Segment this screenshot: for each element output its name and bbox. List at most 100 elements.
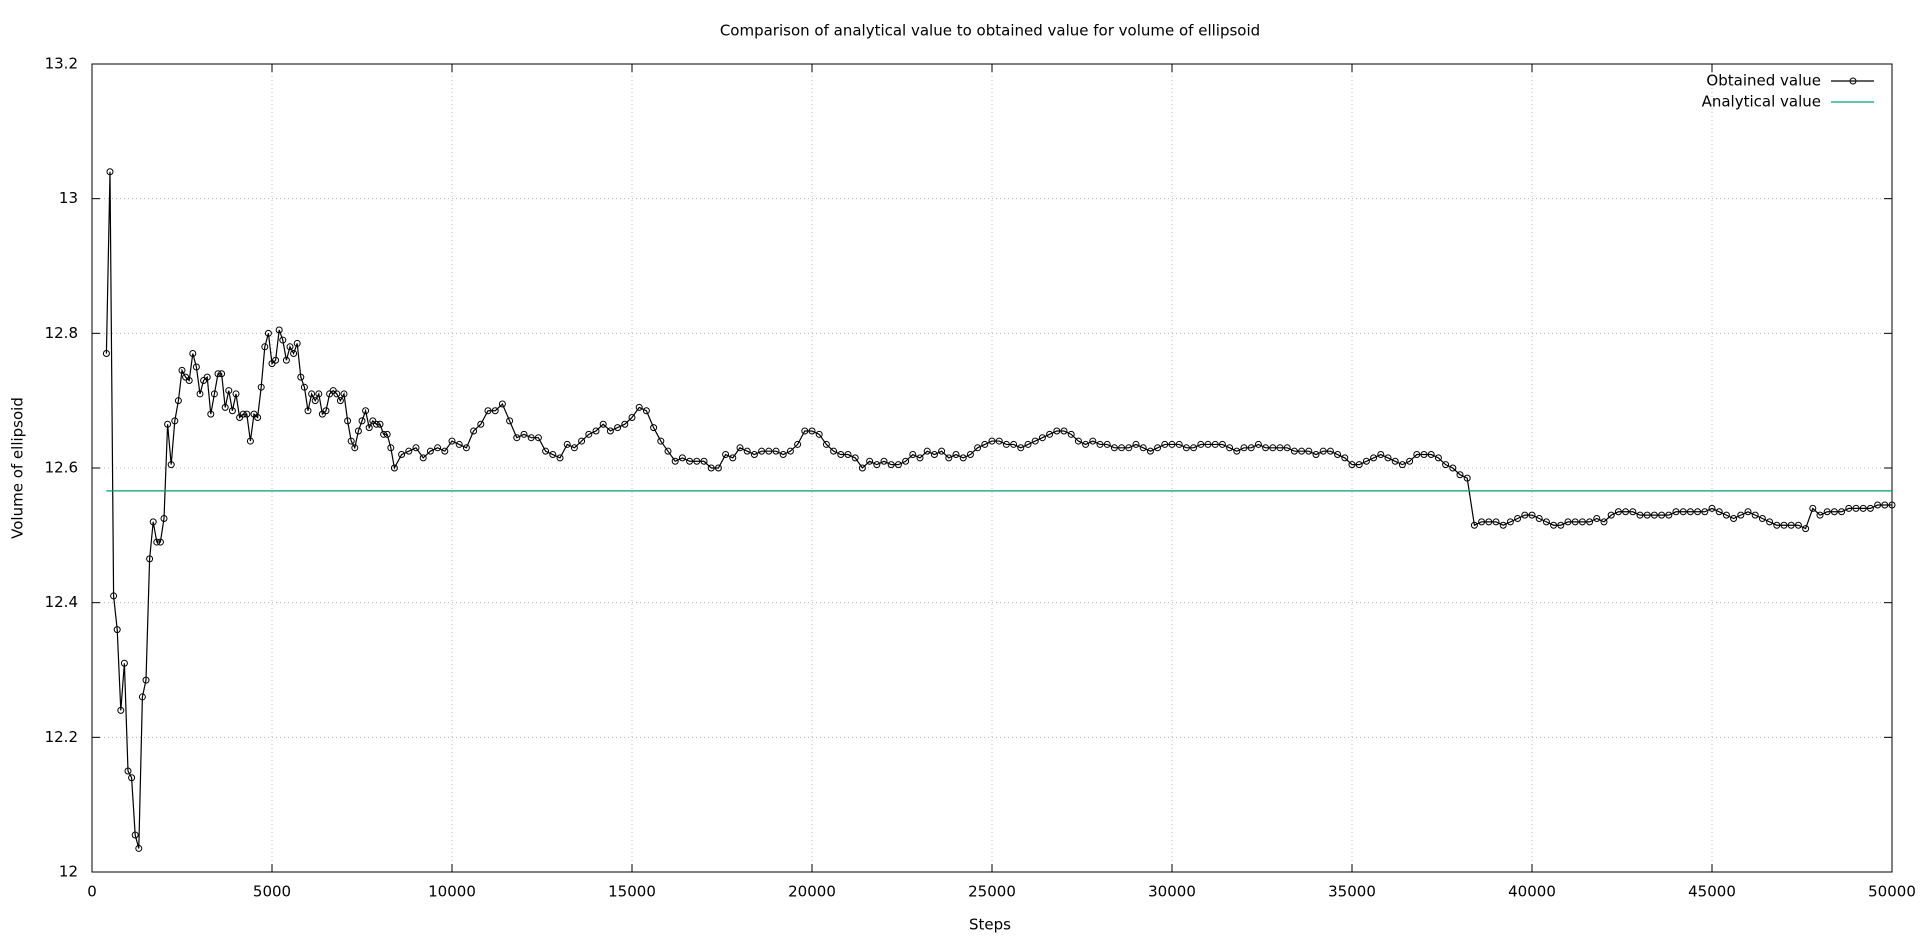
data-point — [214, 370, 222, 378]
data-point — [981, 440, 989, 448]
data-point — [1298, 447, 1306, 455]
data-point — [1218, 440, 1226, 448]
data-point — [851, 454, 859, 462]
data-point — [426, 447, 434, 455]
data-point — [279, 336, 287, 344]
y-axis-label: Volume of ellipsoid — [9, 397, 27, 539]
data-point — [858, 464, 866, 472]
data-point — [1600, 518, 1608, 526]
data-point — [822, 440, 830, 448]
data-point — [246, 437, 254, 445]
data-point — [995, 437, 1003, 445]
data-point — [606, 427, 614, 435]
data-point — [952, 451, 960, 459]
chart-title: Comparison of analytical value to obtain… — [720, 22, 1260, 40]
legend-label: Analytical value — [1702, 93, 1821, 111]
data-point — [1334, 451, 1342, 459]
data-point — [1067, 430, 1075, 438]
data-point — [290, 350, 298, 358]
data-point — [1614, 508, 1622, 516]
x-tick-label: 15000 — [608, 883, 656, 901]
data-point — [1132, 440, 1140, 448]
x-tick-label: 5000 — [253, 883, 291, 901]
data-point — [599, 420, 607, 428]
data-point — [1708, 504, 1716, 512]
data-point — [1672, 508, 1680, 516]
data-point — [909, 451, 917, 459]
data-point — [1499, 521, 1507, 529]
legend-label: Obtained value — [1706, 72, 1821, 90]
data-point — [1859, 504, 1867, 512]
data-point — [1607, 511, 1615, 519]
data-point — [174, 397, 182, 405]
data-point — [412, 444, 420, 452]
data-point — [1406, 457, 1414, 465]
data-point — [570, 444, 578, 452]
data-point — [142, 676, 150, 684]
data-point — [815, 430, 823, 438]
x-tick-label: 50000 — [1868, 883, 1916, 901]
data-point — [1312, 451, 1320, 459]
data-point — [527, 434, 535, 442]
data-point — [167, 461, 175, 469]
data-point — [448, 437, 456, 445]
x-tick-label: 45000 — [1688, 883, 1736, 901]
data-point — [135, 844, 143, 852]
data-point — [1125, 444, 1133, 452]
data-point — [1290, 447, 1298, 455]
data-point — [333, 390, 341, 398]
data-point — [945, 454, 953, 462]
data-point — [1046, 430, 1054, 438]
x-tick-label: 25000 — [968, 883, 1016, 901]
x-tick-label: 35000 — [1328, 883, 1376, 901]
data-point — [153, 538, 161, 546]
data-point — [254, 414, 262, 421]
data-point — [1254, 440, 1262, 448]
data-point — [304, 407, 312, 415]
data-point — [1362, 457, 1370, 465]
data-point — [149, 518, 157, 526]
data-point — [1204, 440, 1212, 448]
data-point — [192, 363, 200, 371]
data-point — [722, 451, 730, 459]
data-point — [729, 454, 737, 462]
data-point — [434, 444, 442, 452]
data-point — [635, 403, 643, 411]
data-point — [1110, 444, 1118, 452]
data-point — [513, 434, 521, 442]
data-point — [484, 407, 492, 415]
data-point — [549, 451, 557, 459]
x-axis-label: Steps — [969, 916, 1011, 934]
data-point — [894, 461, 902, 469]
data-point — [779, 451, 787, 459]
data-point — [988, 437, 996, 445]
data-point — [1542, 518, 1550, 526]
data-point — [243, 410, 251, 418]
data-point — [455, 440, 463, 448]
legend-marker — [1849, 77, 1857, 85]
data-point — [365, 424, 373, 432]
data-point — [131, 831, 139, 839]
data-point — [221, 403, 229, 411]
data-point — [1586, 518, 1594, 526]
y-tick-label: 12.2 — [45, 728, 78, 746]
data-point — [1773, 521, 1781, 529]
y-tick-label: 12 — [59, 863, 78, 881]
data-point — [1319, 447, 1327, 455]
data-point — [1089, 437, 1097, 445]
data-point — [837, 451, 845, 459]
data-point — [1449, 464, 1457, 472]
data-point — [1247, 444, 1255, 452]
y-tick-label: 13.2 — [45, 55, 78, 73]
data-point — [765, 447, 773, 455]
data-point — [614, 424, 622, 432]
data-point — [1874, 501, 1882, 509]
data-point — [1470, 521, 1478, 529]
data-point — [1017, 444, 1025, 452]
data-point — [1737, 511, 1745, 519]
data-point — [1528, 511, 1536, 519]
data-point — [203, 373, 211, 381]
data-point — [556, 454, 564, 462]
data-point — [358, 417, 366, 425]
